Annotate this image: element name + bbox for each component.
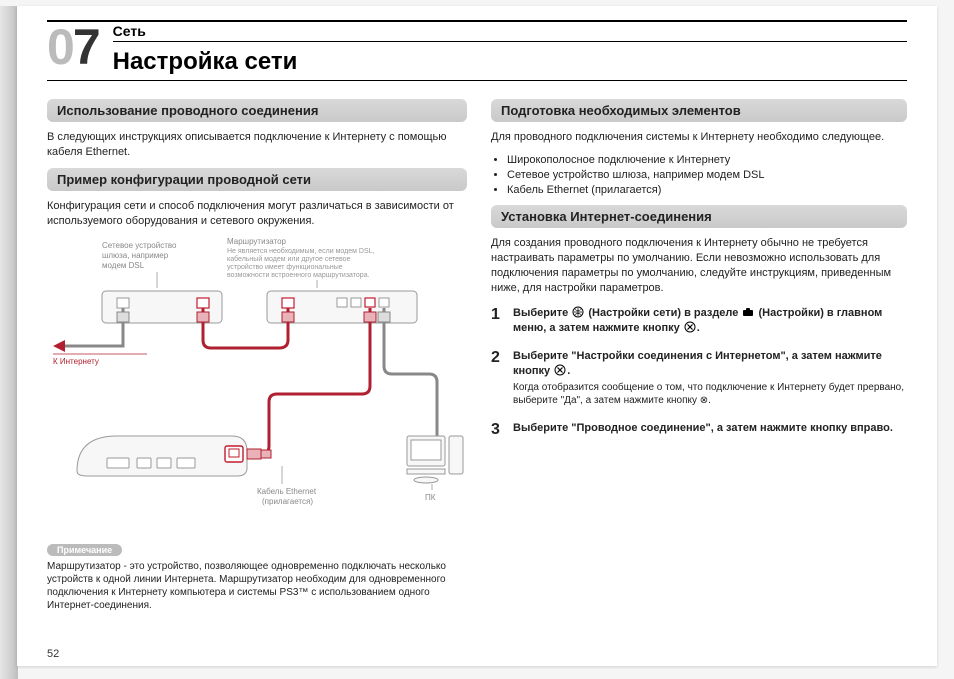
- x-button-icon: [684, 321, 696, 333]
- note-text: Маршрутизатор - это устройство, позволяю…: [47, 560, 467, 612]
- ps3-console: [77, 436, 247, 476]
- step-3-text: Выберите "Проводное соединение", а затем…: [513, 422, 893, 434]
- cable-router-pc: [384, 308, 437, 436]
- columns: Использование проводного соединения В сл…: [47, 95, 907, 618]
- page-number: 52: [47, 648, 59, 660]
- chapter-number-prefix: 0: [47, 19, 73, 75]
- header-rule: [47, 80, 907, 81]
- pc-label: ПК: [425, 493, 436, 502]
- header-titles: Сеть Настройка сети: [107, 22, 907, 80]
- step-3: Выберите "Проводное соединение", а затем…: [491, 421, 907, 436]
- page-header: 07 Сеть Настройка сети: [47, 20, 907, 80]
- network-diagram: Сетевое устройство шлюза, например модем…: [47, 236, 467, 536]
- left-column: Использование проводного соединения В сл…: [47, 95, 467, 618]
- step-1-text: Выберите (Настройки сети) в разделе (Нас…: [513, 307, 882, 334]
- router-note-1: Не является необходимым, если модем DSL,: [227, 247, 375, 255]
- settings-icon: [742, 306, 754, 318]
- right-column: Подготовка необходимых элементов Для про…: [491, 95, 907, 618]
- router-note-2: кабельный модем или другое сетевое: [227, 255, 351, 263]
- page: 07 Сеть Настройка сети Использование про…: [17, 6, 937, 666]
- note-pill: Примечание: [47, 544, 122, 556]
- list-item: Сетевое устройство шлюза, например модем…: [507, 168, 907, 183]
- left-paragraph-1: В следующих инструкциях описывается подк…: [47, 130, 467, 160]
- router-note-3: устройство имеет функциональные: [227, 263, 343, 271]
- pc-device: [407, 436, 463, 483]
- step-2-subtext: Когда отобразится сообщение о том, что п…: [513, 381, 907, 407]
- x-button-icon: [554, 364, 566, 376]
- router-note-4: возможности встроенного маршрутизатора.: [227, 272, 370, 279]
- page-spine: [0, 6, 18, 679]
- gateway-label-line3: модем DSL: [102, 261, 145, 270]
- chapter-number-suffix: 7: [73, 19, 99, 75]
- step-1: Выберите (Настройки сети) в разделе (Нас…: [491, 306, 907, 336]
- right-heading-2: Установка Интернет-соединения: [491, 205, 907, 228]
- gateway-label-line1: Сетевое устройство: [102, 241, 177, 250]
- ethernet-cable-label-2: (прилагается): [262, 497, 313, 506]
- gateway-label-line2: шлюза, например: [102, 251, 169, 260]
- right-paragraph-2: Для создания проводного подключения к Ин…: [491, 236, 907, 295]
- to-internet-label: К Интернету: [53, 357, 99, 366]
- ethernet-cable-label-1: Кабель Ethernet: [257, 487, 317, 496]
- left-paragraph-2: Конфигурация сети и способ подключения м…: [47, 199, 467, 229]
- network-settings-icon: [572, 306, 584, 318]
- step-2-text: Выберите "Настройки соединения с Интерне…: [513, 350, 882, 377]
- ps3-ethernet-plug: [247, 449, 271, 459]
- step-2: Выберите "Настройки соединения с Интерне…: [491, 349, 907, 407]
- list-item: Кабель Ethernet (прилагается): [507, 183, 907, 198]
- right-paragraph-1: Для проводного подключения системы к Инт…: [491, 130, 907, 145]
- page-title: Настройка сети: [113, 42, 907, 80]
- chapter-number: 07: [47, 22, 107, 72]
- section-name: Сеть: [113, 22, 907, 42]
- router-label: Маршрутизатор: [227, 237, 287, 246]
- cable-router-ps3: [243, 308, 370, 454]
- requirements-list: Широкополосное подключение к Интернету С…: [491, 153, 907, 198]
- left-heading-1: Использование проводного соединения: [47, 99, 467, 122]
- left-heading-2: Пример конфигурации проводной сети: [47, 168, 467, 191]
- steps-list: Выберите (Настройки сети) в разделе (Нас…: [491, 306, 907, 436]
- right-heading-1: Подготовка необходимых элементов: [491, 99, 907, 122]
- list-item: Широкополосное подключение к Интернету: [507, 153, 907, 168]
- network-diagram-svg: Сетевое устройство шлюза, например модем…: [47, 236, 467, 536]
